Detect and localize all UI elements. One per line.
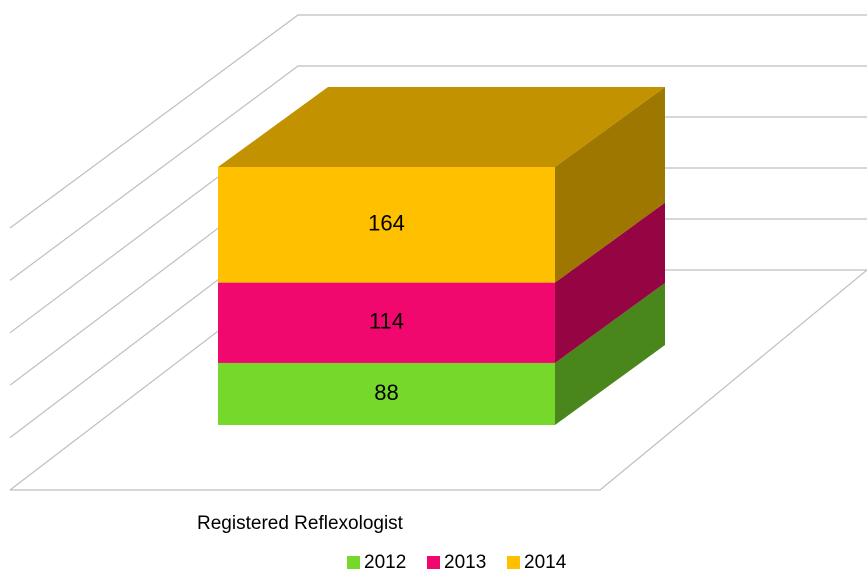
legend-swatch — [347, 556, 360, 569]
bar-side — [555, 87, 665, 283]
bar-side — [555, 202, 665, 363]
legend-swatch — [427, 556, 440, 569]
value-label: 164 — [368, 211, 405, 236]
bar-top — [218, 87, 665, 167]
bar-front — [218, 282, 555, 363]
value-label: 88 — [374, 380, 398, 405]
legend-swatch — [507, 556, 520, 569]
x-tick-label: Registered Reflexologist — [197, 513, 404, 534]
legend: 2012 2013 2014 — [347, 552, 567, 573]
legend-label: 2013 — [444, 552, 486, 573]
grid-line — [9, 14, 867, 229]
bars: 88 114 164 Registered Reflexologist — [197, 87, 665, 534]
bar-front — [218, 362, 555, 425]
floor — [10, 269, 867, 491]
legend-label: 2014 — [524, 552, 567, 573]
value-label: 114 — [369, 309, 404, 334]
bar-front — [218, 167, 555, 283]
legend-label: 2012 — [364, 552, 406, 573]
bar-side — [555, 282, 665, 425]
grid-line — [9, 65, 867, 281]
